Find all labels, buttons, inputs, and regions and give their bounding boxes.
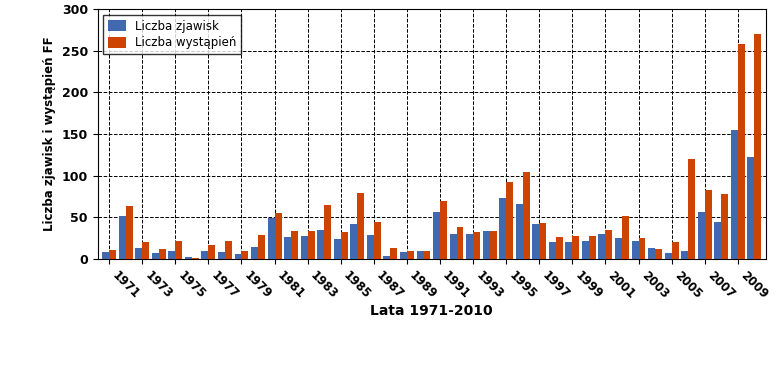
Bar xyxy=(714,222,721,259)
Bar xyxy=(688,159,695,259)
Bar xyxy=(532,224,539,259)
Bar xyxy=(615,238,622,259)
Bar xyxy=(258,235,265,259)
Bar xyxy=(383,255,390,259)
Bar xyxy=(622,216,629,259)
Bar xyxy=(374,221,381,259)
Bar xyxy=(126,206,133,259)
Bar xyxy=(291,232,298,259)
Bar xyxy=(142,242,149,259)
Bar xyxy=(274,213,281,259)
Bar xyxy=(738,44,744,259)
Bar xyxy=(324,205,331,259)
Bar xyxy=(390,248,397,259)
Bar xyxy=(589,236,596,259)
Bar xyxy=(301,236,308,259)
Y-axis label: Liczba zjawisk i wystąpień FF: Liczba zjawisk i wystąpień FF xyxy=(43,37,56,231)
Bar xyxy=(556,237,563,259)
Bar xyxy=(539,223,546,259)
Bar xyxy=(523,172,530,259)
Bar xyxy=(192,258,199,259)
Bar xyxy=(242,251,249,259)
Bar xyxy=(176,241,183,259)
Bar xyxy=(109,250,116,259)
Bar xyxy=(341,232,347,259)
Bar xyxy=(598,234,605,259)
Bar xyxy=(350,224,357,259)
Bar xyxy=(201,251,208,259)
Bar xyxy=(407,251,414,259)
Bar xyxy=(218,252,225,259)
Bar xyxy=(103,252,109,259)
Bar xyxy=(573,236,580,259)
Bar xyxy=(416,251,423,259)
Bar xyxy=(506,182,513,259)
Bar xyxy=(721,194,728,259)
Bar xyxy=(267,218,274,259)
Bar xyxy=(473,232,480,259)
Bar xyxy=(450,234,457,259)
Bar xyxy=(681,251,688,259)
Bar xyxy=(284,237,291,259)
Bar xyxy=(317,230,324,259)
Bar xyxy=(516,204,523,259)
Bar xyxy=(648,248,655,259)
Bar xyxy=(423,251,430,259)
Bar xyxy=(466,234,473,259)
Bar xyxy=(655,249,662,259)
Bar xyxy=(225,241,232,259)
Bar xyxy=(440,201,447,259)
Bar xyxy=(664,253,671,259)
Bar xyxy=(639,238,646,259)
Legend: Liczba zjawisk, Liczba wystąpień: Liczba zjawisk, Liczba wystąpień xyxy=(103,15,242,54)
Bar xyxy=(605,230,612,259)
Bar xyxy=(457,227,464,259)
Bar xyxy=(566,242,573,259)
Bar xyxy=(483,232,490,259)
Bar xyxy=(119,216,126,259)
Bar xyxy=(159,249,166,259)
Bar xyxy=(357,193,364,259)
Bar xyxy=(549,242,556,259)
Bar xyxy=(334,239,341,259)
Bar xyxy=(582,241,589,259)
Bar xyxy=(185,257,192,259)
Bar xyxy=(169,251,176,259)
Bar xyxy=(754,34,761,259)
Bar xyxy=(235,254,242,259)
Bar xyxy=(705,190,712,259)
Bar xyxy=(367,235,374,259)
Bar xyxy=(731,130,738,259)
Bar xyxy=(251,247,258,259)
Bar xyxy=(490,231,497,259)
Bar xyxy=(433,212,440,259)
Bar xyxy=(671,242,678,259)
Bar xyxy=(308,231,315,259)
Bar xyxy=(632,241,639,259)
Bar xyxy=(747,157,754,259)
Bar xyxy=(500,198,506,259)
X-axis label: Lata 1971-2010: Lata 1971-2010 xyxy=(371,304,493,318)
Bar xyxy=(698,212,705,259)
Bar xyxy=(400,252,407,259)
Bar xyxy=(152,253,159,259)
Bar xyxy=(135,248,142,259)
Bar xyxy=(208,245,215,259)
